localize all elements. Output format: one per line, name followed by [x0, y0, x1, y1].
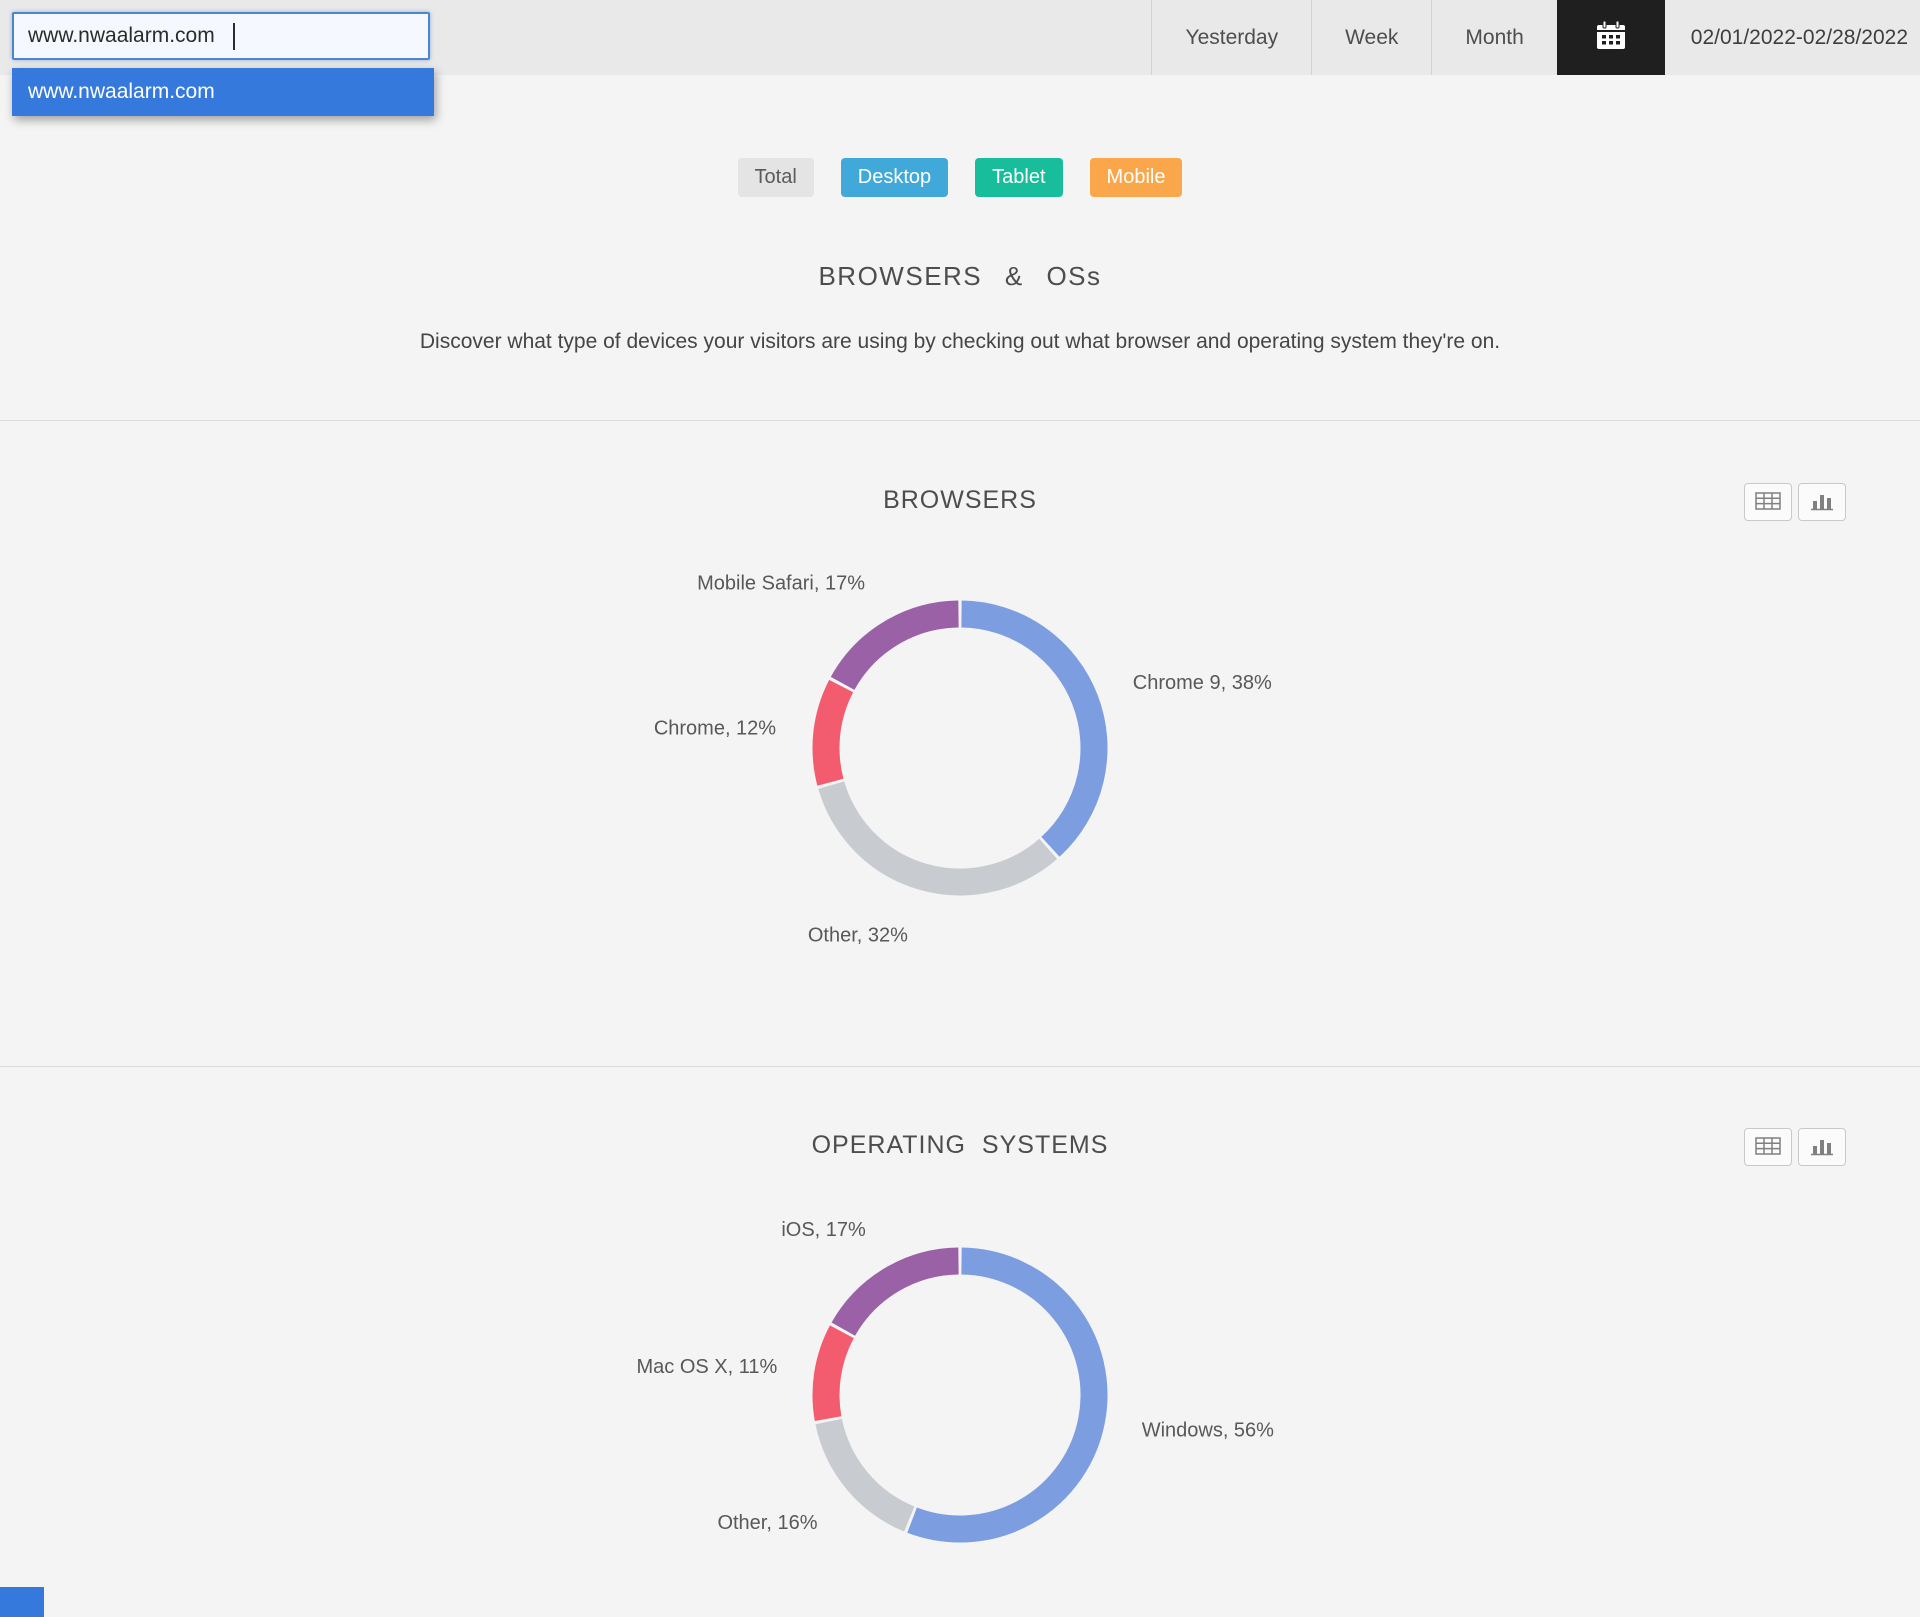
- donut-label-other: Other, 16%: [717, 1512, 817, 1534]
- table-view-icon: [1755, 1136, 1781, 1159]
- calendar-button[interactable]: [1556, 0, 1665, 75]
- device-filter-group: Total Desktop Tablet Mobile: [0, 158, 1920, 197]
- section-title-operating-systems: OPERATING SYSTEMS: [811, 1131, 1109, 1159]
- table-view-button[interactable]: [1744, 483, 1792, 521]
- page-subtitle: Discover what type of devices your visit…: [419, 330, 1501, 353]
- chart-view-button[interactable]: [1798, 1128, 1846, 1166]
- site-search-input[interactable]: [12, 12, 430, 60]
- donut-slice-mobile-safari[interactable]: [830, 600, 959, 691]
- filter-button-tablet[interactable]: Tablet: [975, 158, 1063, 197]
- browsers-view-toggle-group: [1744, 483, 1846, 521]
- browsers-donut-chart: Chrome 9, 38% Other, 32% Chrome, 12% Mobile…: [654, 572, 1272, 947]
- calendar-icon: [1594, 20, 1628, 55]
- donut-slice-windows[interactable]: [907, 1247, 1108, 1543]
- donut-slice-chrome[interactable]: [812, 679, 854, 786]
- filter-button-total[interactable]: Total: [737, 158, 814, 197]
- chart-view-button[interactable]: [1798, 483, 1846, 521]
- site-suggestion-item[interactable]: www.nwaalarm.com: [12, 68, 434, 116]
- partial-blue-widget-fragment: [0, 1587, 44, 1617]
- donut-label-windows: Windows, 56%: [1142, 1420, 1274, 1442]
- donut-slice-other[interactable]: [815, 1418, 915, 1532]
- filter-button-mobile[interactable]: Mobile: [1089, 158, 1183, 197]
- section-title-browsers: BROWSERS: [883, 486, 1037, 514]
- period-button-month[interactable]: Month: [1431, 0, 1556, 75]
- section-divider: [0, 1066, 1920, 1067]
- donut-label-mac-os-x: Mac OS X, 11%: [637, 1356, 778, 1378]
- donut-label-ios: iOS, 17%: [781, 1219, 866, 1241]
- period-button-group: Yesterday Week Month: [1151, 0, 1556, 75]
- os-view-toggle-group: [1744, 1128, 1846, 1166]
- donut-label-other: Other, 32%: [808, 925, 908, 947]
- donut-slice-mac-os-x[interactable]: [812, 1325, 854, 1421]
- bar-chart-view-icon: [1809, 491, 1835, 514]
- page-title: BROWSERS & OSs: [818, 261, 1102, 291]
- text-cursor: [233, 23, 235, 50]
- section-divider: [0, 420, 1920, 421]
- donut-label-chrome-9: Chrome 9, 38%: [1133, 672, 1272, 694]
- period-button-yesterday[interactable]: Yesterday: [1151, 0, 1311, 75]
- site-suggestion-dropdown: www.nwaalarm.com: [12, 68, 434, 116]
- donut-label-chrome: Chrome, 12%: [654, 718, 776, 740]
- period-button-week[interactable]: Week: [1311, 0, 1431, 75]
- donut-label-mobile-safari: Mobile Safari, 17%: [697, 572, 865, 594]
- bar-chart-view-icon: [1809, 1136, 1835, 1159]
- donut-slice-other[interactable]: [818, 781, 1058, 896]
- donut-slice-chrome-9[interactable]: [961, 600, 1108, 857]
- date-range-label: 02/01/2022-02/28/2022: [1690, 25, 1908, 49]
- filter-button-desktop[interactable]: Desktop: [840, 158, 949, 197]
- donut-slice-ios[interactable]: [831, 1247, 959, 1337]
- table-view-button[interactable]: [1744, 1128, 1792, 1166]
- table-view-icon: [1755, 491, 1781, 514]
- header-right-controls: Yesterday Week Month 02/01/2022-02/28/2022: [1151, 0, 1920, 75]
- operating-systems-donut-chart: Windows, 56% Other, 16% Mac OS X, 11% iOS, …: [637, 1219, 1274, 1543]
